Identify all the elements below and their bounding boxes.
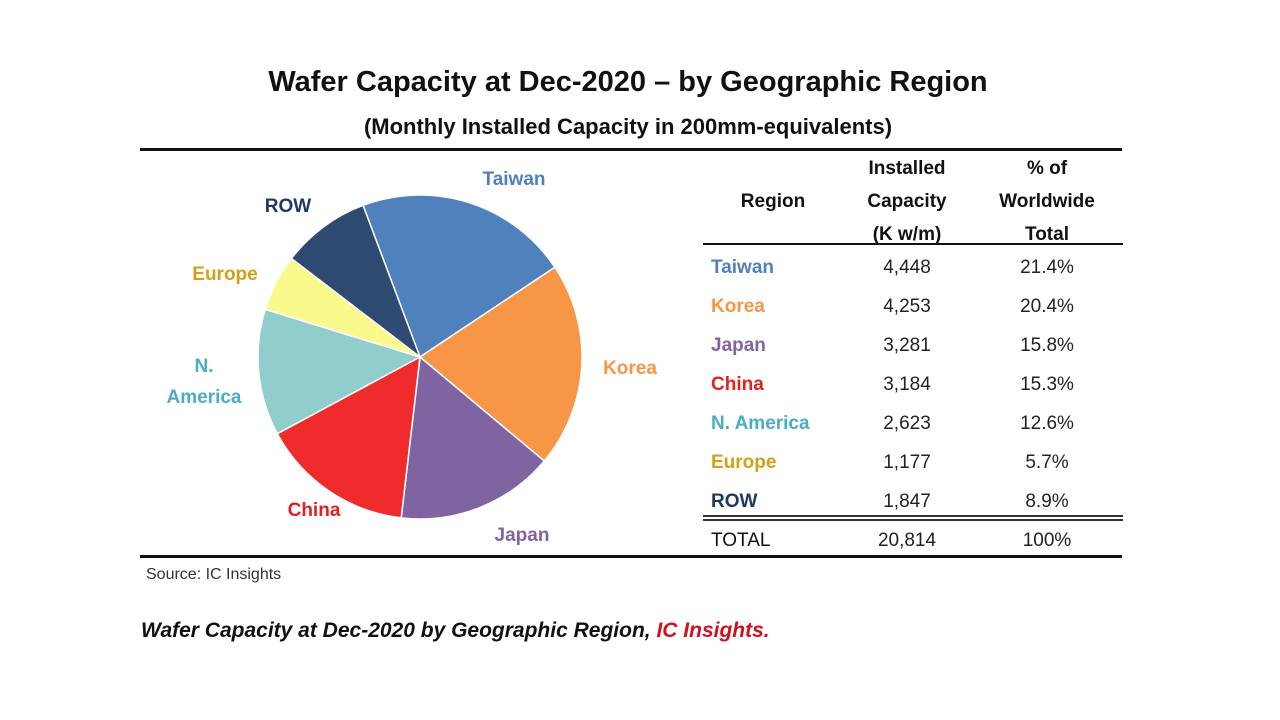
total-capacity: 20,814 <box>877 530 937 551</box>
table-row-n-america: N. America 2,623 12.6% <box>703 404 1123 443</box>
table-row-china: China 3,184 15.3% <box>703 365 1123 404</box>
table-row-taiwan: Taiwan 4,448 21.4% <box>703 248 1123 287</box>
region-name-china: China <box>711 374 764 395</box>
top-rule <box>140 148 1122 151</box>
total-label: TOTAL <box>711 530 771 551</box>
chart-subtitle: (Monthly Installed Capacity in 200mm-equ… <box>363 114 893 139</box>
capacity-value-row: 1,847 <box>883 491 931 512</box>
capacity-value-china: 3,184 <box>883 374 931 395</box>
table-row-japan: Japan 3,281 15.8% <box>703 326 1123 365</box>
col-header-capacity-line2: Capacity <box>867 191 947 212</box>
region-name-row: ROW <box>711 491 758 512</box>
caption-source: IC Insights. <box>656 619 770 642</box>
total-share: 100% <box>1022 530 1072 551</box>
capacity-value-japan: 3,281 <box>883 335 931 356</box>
bottom-rule <box>140 555 1122 558</box>
capacity-value-taiwan: 4,448 <box>883 257 931 278</box>
figure-caption: Wafer Capacity at Dec-2020 by Geographic… <box>141 619 770 643</box>
col-header-share-line1: % of <box>1026 158 1068 179</box>
table-row-korea: Korea 4,253 20.4% <box>703 287 1123 326</box>
source-note: Source: IC Insights <box>146 566 282 583</box>
share-value-korea: 20.4% <box>1020 296 1074 317</box>
region-name-korea: Korea <box>711 296 765 317</box>
pie-slice-n-america <box>257 308 422 435</box>
share-value-japan: 15.8% <box>1020 335 1074 356</box>
share-value-n-america: 12.6% <box>1020 413 1074 434</box>
region-name-taiwan: Taiwan <box>711 257 774 278</box>
col-header-capacity-line1: Installed <box>868 158 946 179</box>
pie-label-china: China <box>288 500 341 521</box>
pie-label-row: ROW <box>265 196 312 217</box>
region-name-n-america: N. America <box>711 413 810 434</box>
pie-slice-taiwan <box>362 194 556 359</box>
capacity-value-n-america: 2,623 <box>883 413 931 434</box>
total-rule-second <box>703 519 1123 521</box>
capacity-value-korea: 4,253 <box>883 296 931 317</box>
col-header-capacity-line3: (K w/m) <box>872 224 942 245</box>
region-name-japan: Japan <box>711 335 766 356</box>
col-header-share-line2: Worldwide <box>999 191 1095 212</box>
pie-label-japan: Japan <box>495 525 550 546</box>
pie-slice-korea <box>418 266 583 463</box>
capacity-value-europe: 1,177 <box>883 452 931 473</box>
pie-slice-china <box>276 355 421 519</box>
total-rule <box>703 515 1123 517</box>
pie-label-n-america: N. America <box>167 356 242 408</box>
col-header-region: Region <box>740 191 806 212</box>
col-header-capacity: Installed Capacity (K w/m) <box>843 152 971 251</box>
pie-slice-row <box>290 204 422 360</box>
share-value-europe: 5.7% <box>1025 452 1069 473</box>
share-value-row: 8.9% <box>1025 491 1069 512</box>
share-value-taiwan: 21.4% <box>1020 257 1074 278</box>
header-rule <box>703 243 1123 245</box>
total-row: TOTAL 20,814 100% <box>703 521 1123 560</box>
pie-label-taiwan: Taiwan <box>483 169 546 190</box>
share-value-china: 15.3% <box>1020 374 1074 395</box>
caption-text: Wafer Capacity at Dec-2020 by Geographic… <box>141 619 657 642</box>
pie-slice-japan <box>400 355 546 520</box>
pie-chart: Taiwan Korea Japan China N. America Europe ROW <box>167 169 658 546</box>
pie-label-europe: Europe <box>192 264 257 285</box>
col-header-share-line3: Total <box>1025 224 1069 245</box>
col-header-share: % of Worldwide Total <box>971 152 1123 251</box>
table-row-europe: Europe 1,177 5.7% <box>703 443 1123 482</box>
chart-title: Wafer Capacity at Dec-2020 – by Geograph… <box>268 66 988 98</box>
region-name-europe: Europe <box>711 452 777 473</box>
table-row-row: ROW 1,847 8.9% <box>703 482 1123 521</box>
pie-label-korea: Korea <box>603 358 657 379</box>
